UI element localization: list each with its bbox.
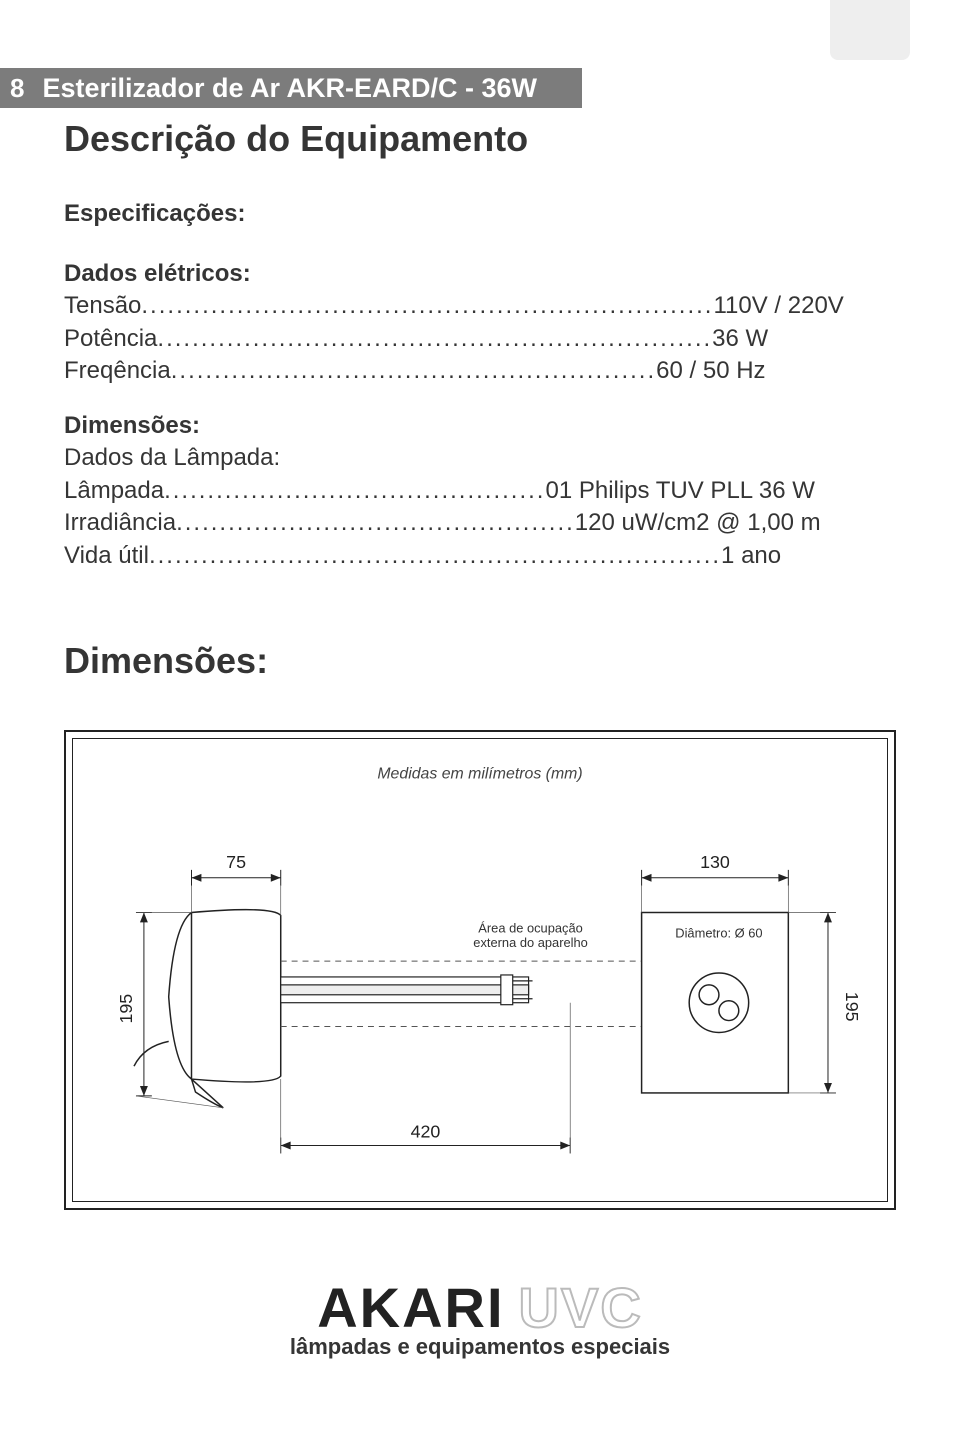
svg-text:Área de ocupação: Área de ocupação xyxy=(478,920,583,935)
specs-heading: Especificações: xyxy=(64,200,245,228)
leader-dots: ........................................… xyxy=(141,290,713,322)
svg-text:externa do aparelho: externa do aparelho xyxy=(473,935,588,950)
diagram-inner-border: Medidas em milímetros (mm) 75 130 xyxy=(72,738,888,1202)
spec-row: Lâmpada ................................… xyxy=(64,475,784,507)
spec-row: Tensão .................................… xyxy=(64,290,784,322)
spec-label: Potência xyxy=(64,323,157,355)
spec-row: Potência ...............................… xyxy=(64,323,784,355)
svg-text:75: 75 xyxy=(226,852,246,872)
spec-label: Freqência xyxy=(64,355,171,387)
spec-value: 120 uW/cm2 @ 1,00 m xyxy=(575,507,821,539)
spec-label: Vida útil xyxy=(64,540,149,572)
logo-brand: AKARI xyxy=(317,1275,504,1340)
dim-75: 75 xyxy=(191,852,280,886)
header-bar: 8 Esterilizador de Ar AKR-EARD/C - 36W xyxy=(0,68,582,108)
spec-row: Freqência ..............................… xyxy=(64,355,784,387)
diagram-frame: Medidas em milímetros (mm) 75 130 xyxy=(64,730,896,1210)
device-side-view xyxy=(134,910,281,1108)
electrical-heading: Dados elétricos: xyxy=(64,258,784,290)
spec-value: 110V / 220V xyxy=(713,290,843,322)
svg-text:195: 195 xyxy=(842,992,862,1022)
spec-label: Tensão xyxy=(64,290,141,322)
footer-logo: AKARI UVC lâmpadas e equipamentos especi… xyxy=(0,1275,960,1360)
leader-dots: ........................................… xyxy=(176,507,575,539)
svg-text:195: 195 xyxy=(116,994,136,1024)
spec-label: Lâmpada xyxy=(64,475,164,507)
dimensions-block: Dimensões: Dados da Lâmpada: Lâmpada ...… xyxy=(64,410,784,572)
spec-value: 60 / 50 Hz xyxy=(656,355,765,387)
spec-row: Irradiância ............................… xyxy=(64,507,784,539)
logo-uvc: UVC xyxy=(519,1275,643,1340)
leader-dots: ........................................… xyxy=(171,355,656,387)
leader-dots: ........................................… xyxy=(157,323,712,355)
dimensions-heading: Dimensões: xyxy=(64,410,784,442)
header-title: Esterilizador de Ar AKR-EARD/C - 36W xyxy=(42,73,537,104)
dim-195-left: 195 xyxy=(116,912,152,1095)
lamp-tube xyxy=(281,975,533,1005)
spec-value: 36 W xyxy=(712,323,768,355)
logo-tagline: lâmpadas e equipamentos especiais xyxy=(0,1334,960,1360)
page-number: 8 xyxy=(10,73,24,104)
leader-dots: ........................................… xyxy=(149,540,721,572)
diameter-label: Diâmetro: Ø 60 xyxy=(675,925,762,940)
lamp-subheading-text: Dados da Lâmpada: xyxy=(64,442,280,474)
corner-product-thumb xyxy=(830,0,910,60)
spec-value: 01 Philips TUV PLL 36 W xyxy=(545,475,814,507)
technical-drawing: Medidas em milímetros (mm) 75 130 xyxy=(73,739,887,1201)
electrical-block: Dados elétricos: Tensão ................… xyxy=(64,258,784,388)
dim-195-right: 195 xyxy=(820,912,862,1092)
dimensions-title: Dimensões: xyxy=(64,640,268,682)
dim-130: 130 xyxy=(642,852,789,886)
section-title: Descrição do Equipamento xyxy=(64,118,528,160)
leader-dots: ........................................… xyxy=(164,475,545,507)
area-label: Área de ocupação externa do aparelho xyxy=(473,920,588,950)
diagram-caption: Medidas em milímetros (mm) xyxy=(377,766,582,783)
dim-420: 420 xyxy=(281,1003,570,1154)
svg-text:420: 420 xyxy=(411,1122,441,1142)
spec-row: Vida útil ..............................… xyxy=(64,540,784,572)
spec-label: Irradiância xyxy=(64,507,176,539)
lamp-subheading: Dados da Lâmpada: xyxy=(64,442,784,474)
svg-text:130: 130 xyxy=(700,852,730,872)
spec-value: 1 ano xyxy=(721,540,781,572)
